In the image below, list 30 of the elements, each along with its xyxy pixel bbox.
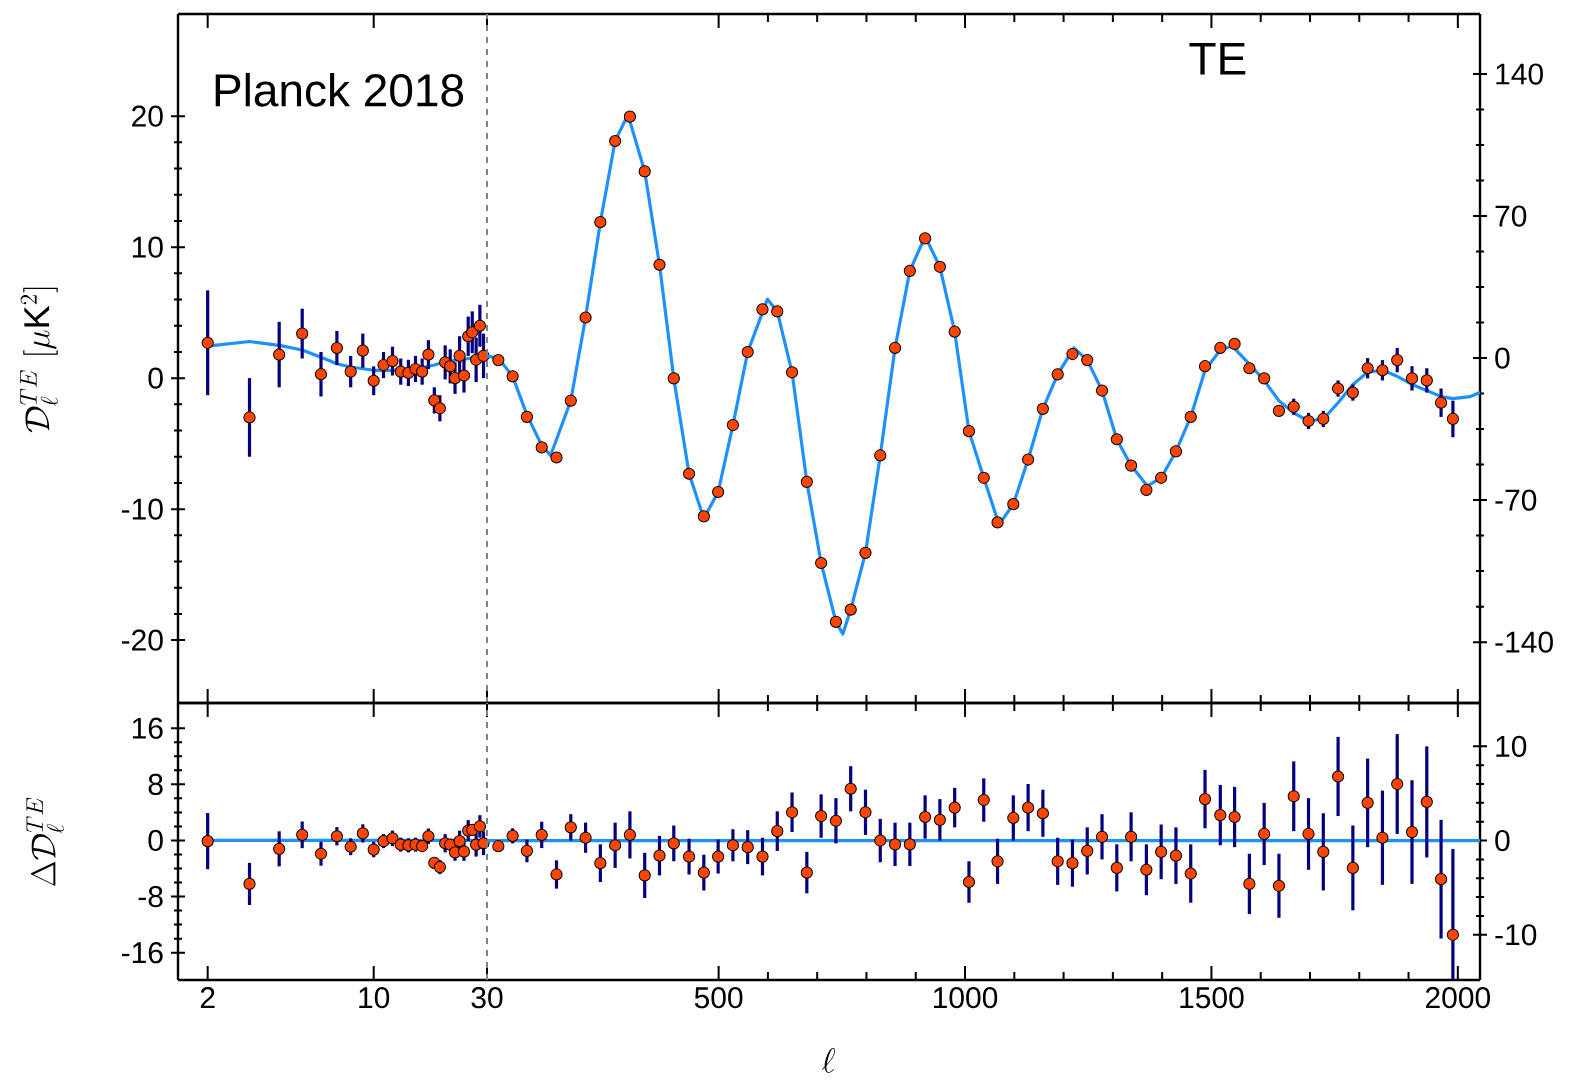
y-tick-label: 16 [132,717,163,739]
x-tick-label: 10 [359,987,390,1009]
y2-tick-label: 0 [1495,347,1510,369]
y-tick-label: -20 [121,629,163,651]
y-tick-label: 20 [132,105,163,127]
x-axis-title: $\ell$ [821,1047,836,1073]
y2-tick-label: 0 [1495,829,1510,852]
y2-tick-label: -10 [1495,924,1537,946]
y-tick-label: -8 [138,885,163,908]
x-tick-label: 500 [694,987,743,1009]
y-axis-title: $\Delta\mathcal{D}_\ell^{TE}$ [26,797,65,886]
annotation: Planck 2018 [215,72,464,107]
y2-tick-label: -70 [1495,489,1537,511]
y2-tick-label: 10 [1496,735,1527,757]
y2-tick-label: 70 [1495,205,1527,227]
x-tick-label: 1500 [1180,987,1244,1009]
y-tick-label: -16 [121,942,163,964]
x-tick-label: 30 [471,987,503,1009]
y2-tick-label: 140 [1496,63,1543,85]
x-tick-label: 2 [200,987,215,1009]
y-tick-label: -10 [121,498,163,520]
annotation: TE [1189,42,1246,75]
y-axis-title: $\mathcal{D}_\ell^{TE}\ [\mu\mathrm{K}^2]$ [20,287,58,433]
y-tick-label: 8 [148,773,163,795]
y-tick-label: 0 [148,829,163,852]
y2-tick-label: -140 [1495,631,1553,653]
x-tick-label: 1000 [933,987,998,1009]
y-tick-label: 10 [132,236,163,258]
x-tick-label: 2000 [1425,987,1490,1009]
y-tick-label: 0 [148,367,163,389]
